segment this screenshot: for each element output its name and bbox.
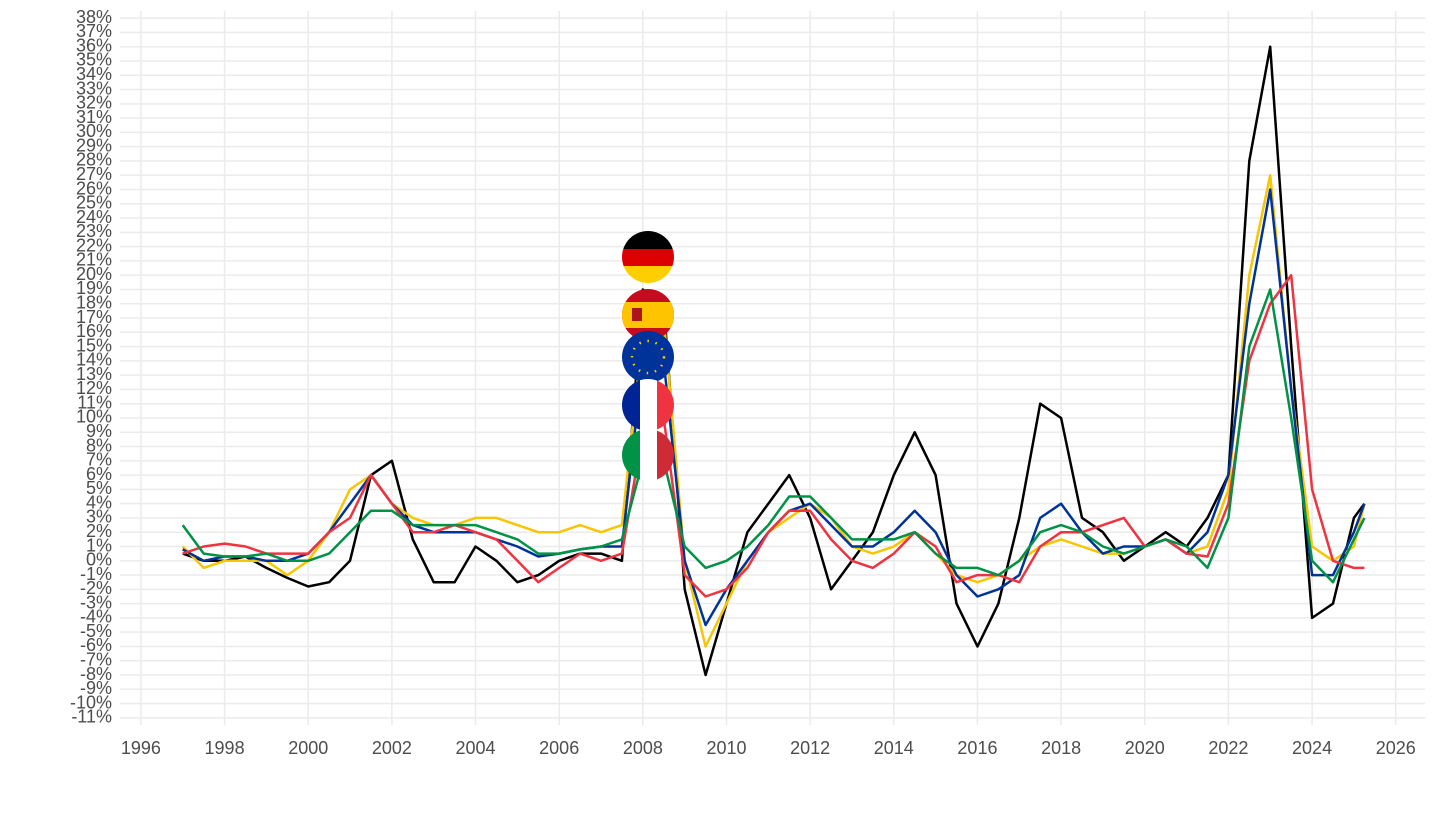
y-tick-label: 2% xyxy=(86,521,112,541)
y-tick-label: -3% xyxy=(80,592,112,612)
y-tick-label: 22% xyxy=(76,235,112,255)
y-tick-label: -5% xyxy=(80,621,112,641)
y-tick-label: 14% xyxy=(76,350,112,370)
y-tick-label: 25% xyxy=(76,193,112,213)
y-tick-label: -8% xyxy=(80,664,112,684)
y-tick-label: 18% xyxy=(76,292,112,312)
x-tick-label: 2002 xyxy=(372,738,412,758)
y-tick-label: 16% xyxy=(76,321,112,341)
x-tick-label: 2010 xyxy=(706,738,746,758)
flag-spain xyxy=(622,289,674,341)
y-tick-label: 0% xyxy=(86,550,112,570)
y-tick-label: 12% xyxy=(76,378,112,398)
x-tick-label: 2012 xyxy=(790,738,830,758)
y-tick-label: 8% xyxy=(86,435,112,455)
y-tick-label: 28% xyxy=(76,150,112,170)
y-tick-label: -7% xyxy=(80,649,112,669)
y-tick-label: 37% xyxy=(76,21,112,41)
y-tick-label: 34% xyxy=(76,64,112,84)
series-line xyxy=(182,45,1366,677)
y-tick-label: 17% xyxy=(76,307,112,327)
y-tick-label: 36% xyxy=(76,35,112,55)
x-tick-label: 2008 xyxy=(623,738,663,758)
series-line xyxy=(182,188,1366,627)
x-tick-label: 2000 xyxy=(288,738,328,758)
y-tick-label: 29% xyxy=(76,135,112,155)
y-tick-label: -10% xyxy=(70,692,112,712)
y-tick-label: 3% xyxy=(86,507,112,527)
x-tick-label: 2016 xyxy=(957,738,997,758)
y-tick-label: 10% xyxy=(76,407,112,427)
flags xyxy=(622,231,674,481)
flag-germany xyxy=(622,231,674,283)
y-tick-label: -4% xyxy=(80,607,112,627)
y-tick-label: 1% xyxy=(86,535,112,555)
series-line xyxy=(182,273,1365,598)
y-tick-label: 26% xyxy=(76,178,112,198)
flag-france xyxy=(622,379,674,431)
y-tick-label: 5% xyxy=(86,478,112,498)
y-tick-label: 24% xyxy=(76,207,112,227)
y-tick-label: 11% xyxy=(77,392,112,412)
y-tick-label: 4% xyxy=(86,492,112,512)
y-tick-label: 30% xyxy=(76,121,112,141)
y-tick-label: -11% xyxy=(71,707,112,727)
x-tick-label: 2024 xyxy=(1292,738,1332,758)
y-tick-label: 20% xyxy=(76,264,112,284)
x-tick-label: 2014 xyxy=(874,738,914,758)
lines xyxy=(181,45,1366,677)
y-tick-label: -9% xyxy=(80,678,112,698)
y-tick-label: 6% xyxy=(86,464,112,484)
y-tick-label: 7% xyxy=(86,450,112,470)
y-tick-label: 21% xyxy=(76,250,112,270)
y-tick-label: 33% xyxy=(76,78,112,98)
x-tick-label: 2004 xyxy=(456,738,496,758)
series-line xyxy=(181,288,1366,584)
y-tick-label: 38% xyxy=(76,7,112,27)
x-tick-label: 2026 xyxy=(1376,738,1416,758)
y-tick-label: -2% xyxy=(80,578,112,598)
grid xyxy=(120,11,1425,725)
flag-eu xyxy=(622,331,674,383)
x-tick-label: 1998 xyxy=(205,738,245,758)
x-tick-label: 2020 xyxy=(1125,738,1165,758)
x-tick-label: 2018 xyxy=(1041,738,1081,758)
y-tick-label: 31% xyxy=(76,107,112,127)
x-tick-label: 1996 xyxy=(121,738,161,758)
y-tick-label: -6% xyxy=(80,635,112,655)
y-tick-label: 13% xyxy=(76,364,112,384)
x-tick-label: 2006 xyxy=(539,738,579,758)
x-tick-label: 2022 xyxy=(1208,738,1248,758)
y-tick-label: 27% xyxy=(76,164,112,184)
y-tick-label: 9% xyxy=(86,421,112,441)
y-tick-label: 32% xyxy=(76,93,112,113)
y-tick-label: 23% xyxy=(76,221,112,241)
y-tick-label: 15% xyxy=(76,335,112,355)
y-tick-label: 19% xyxy=(76,278,112,298)
y-tick-label: -1% xyxy=(80,564,112,584)
y-tick-label: 35% xyxy=(76,50,112,70)
flag-italy xyxy=(622,429,674,481)
